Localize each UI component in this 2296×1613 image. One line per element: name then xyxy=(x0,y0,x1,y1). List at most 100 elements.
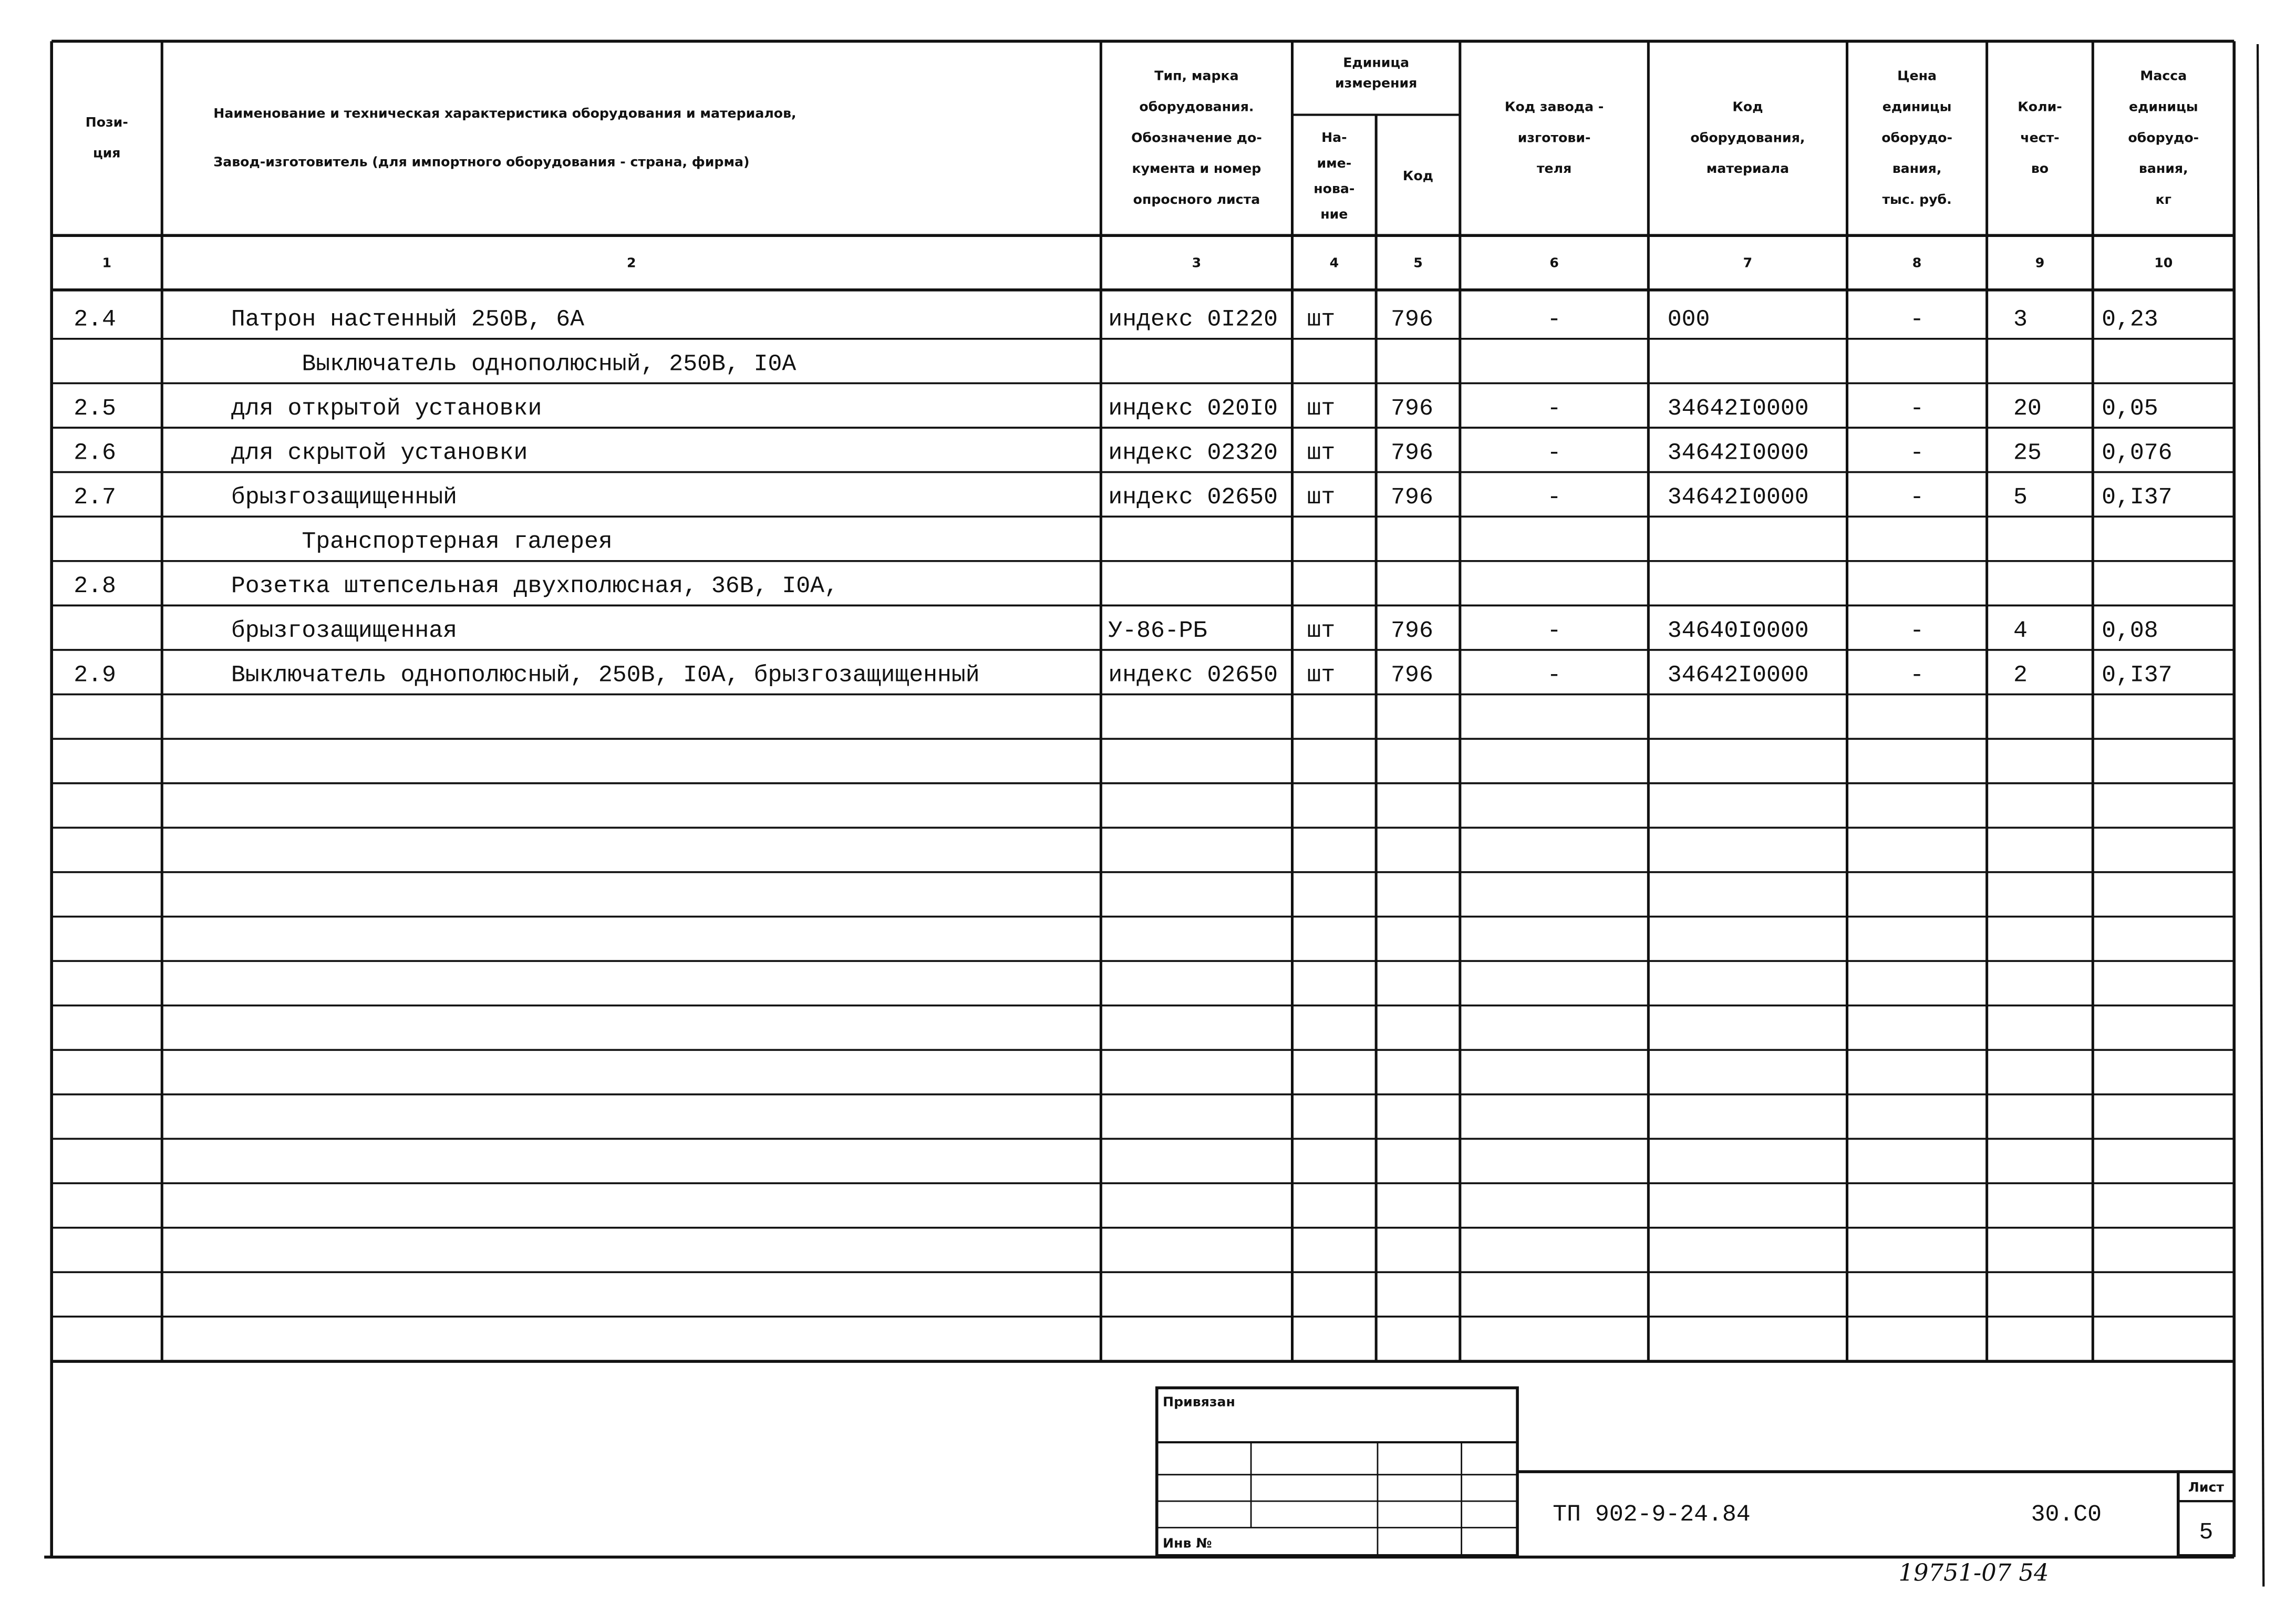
stamp-box xyxy=(1155,1386,1519,1557)
header-text: единицы xyxy=(2129,99,2198,114)
cell-text: индекс 02320 xyxy=(1108,440,1278,466)
sheet-label: Лист xyxy=(2188,1480,2224,1495)
cell-text: 0,08 xyxy=(2102,618,2158,644)
cell-text: 000 xyxy=(1668,307,1710,333)
cell-text: шт xyxy=(1307,618,1336,644)
cell-text: - xyxy=(1910,484,1924,511)
cell-text: 796 xyxy=(1391,618,1433,644)
cell-text: 0,23 xyxy=(2102,307,2158,333)
header-text: Код xyxy=(1732,99,1763,114)
cell-text: шт xyxy=(1307,662,1336,688)
cell-text: для открытой установки xyxy=(231,396,542,422)
header-text: Пози- xyxy=(86,115,128,130)
cell-text: 2.9 xyxy=(74,662,116,688)
header-text: Наименование и техническая характеристик… xyxy=(213,106,796,121)
cell-text: 34642I0000 xyxy=(1668,440,1809,466)
column-number: 10 xyxy=(2154,255,2173,270)
header-text: оборудования. xyxy=(1139,99,1254,114)
cell-text: 2 xyxy=(2013,662,2028,688)
cell-text: У-86-РБ xyxy=(1108,618,1207,644)
cell-text: брызгозащищенная xyxy=(231,618,457,644)
cell-text: 20 xyxy=(2013,396,2042,422)
header-text: тыс. руб. xyxy=(1882,192,1951,207)
column-number: 8 xyxy=(1912,255,1922,270)
cell-text: для скрытой установки xyxy=(231,440,528,466)
header-text: вания, xyxy=(1892,161,1942,176)
column-number: 5 xyxy=(1413,255,1423,270)
header-text: оборудо- xyxy=(2128,130,2199,145)
header-text: во xyxy=(2031,161,2049,176)
column-number: 6 xyxy=(1549,255,1559,270)
header-text: нова- xyxy=(1314,181,1354,196)
cell-text: 796 xyxy=(1391,440,1433,466)
cell-text: 0,I37 xyxy=(2102,662,2172,688)
cell-text: - xyxy=(1547,307,1561,333)
cell-text: 2.4 xyxy=(74,307,116,333)
cell-text: шт xyxy=(1307,396,1336,422)
cell-text: 34642I0000 xyxy=(1668,396,1809,422)
cell-text: индекс 0I220 xyxy=(1108,307,1278,333)
cell-text: - xyxy=(1910,440,1924,466)
cell-text: шт xyxy=(1307,484,1336,511)
cell-text: 34642I0000 xyxy=(1668,662,1809,688)
cell-text: Транспортерная галерея xyxy=(302,529,612,555)
cell-text: - xyxy=(1547,396,1561,422)
header-text: Цена xyxy=(1897,68,1937,84)
cell-text: 2.8 xyxy=(74,573,116,599)
header-text: ние xyxy=(1320,206,1348,222)
cell-text: 796 xyxy=(1391,307,1433,333)
cell-text: 2.6 xyxy=(74,440,116,466)
cell-text: Выключатель однополюсный, 250В, I0А xyxy=(302,351,796,377)
sheet-number: 5 xyxy=(2199,1519,2214,1546)
header-text: оборудования, xyxy=(1690,130,1805,145)
header-text: опросного листа xyxy=(1133,192,1260,207)
cell-text: Выключатель однополюсный, 250В, I0А, бры… xyxy=(231,662,980,688)
header-text: име- xyxy=(1317,156,1351,171)
header-text: единицы xyxy=(1883,99,1952,114)
cell-text: - xyxy=(1910,662,1924,688)
stamp-inventory: Инв № xyxy=(1163,1535,1212,1550)
cell-text: индекс 02650 xyxy=(1108,662,1278,688)
header-text: материала xyxy=(1707,161,1789,176)
cell-text: индекс 02650 xyxy=(1108,484,1278,511)
cell-text: - xyxy=(1547,484,1561,511)
designation: ТП 902-9-24.84 xyxy=(1553,1502,1750,1528)
column-number: 4 xyxy=(1330,255,1339,270)
header-text: измерения xyxy=(1335,76,1417,91)
header-text: Обозначение до- xyxy=(1131,130,1262,145)
header-text: ция xyxy=(93,146,121,161)
cell-text: 5 xyxy=(2013,484,2028,511)
cell-text: брызгозащищенный xyxy=(231,484,457,511)
sheet-box xyxy=(2176,1470,2236,1557)
header-text: теля xyxy=(1537,161,1571,176)
cell-text: 0,076 xyxy=(2102,440,2172,466)
handwritten-number: 19751-07 54 xyxy=(1899,1559,2049,1587)
header-text: На- xyxy=(1321,130,1347,145)
header-text: кг xyxy=(2156,192,2171,207)
column-number: 1 xyxy=(102,255,111,270)
cell-text: - xyxy=(1910,307,1924,333)
cell-text: - xyxy=(1547,662,1561,688)
cell-text: - xyxy=(1910,396,1924,422)
cell-text: шт xyxy=(1307,440,1336,466)
header-text: изготови- xyxy=(1518,130,1591,145)
column-number: 3 xyxy=(1192,255,1202,270)
cell-text: - xyxy=(1547,618,1561,644)
cell-text: 34640I0000 xyxy=(1668,618,1809,644)
cell-text: 796 xyxy=(1391,484,1433,511)
stamp-bound: Привязан xyxy=(1163,1394,1235,1409)
cell-text: 4 xyxy=(2013,618,2028,644)
header-text: вания, xyxy=(2139,161,2188,176)
header-text: Код xyxy=(1403,168,1433,183)
cell-text: индекс 020I0 xyxy=(1108,396,1278,422)
cell-text: 3 xyxy=(2013,307,2028,333)
cell-text: 34642I0000 xyxy=(1668,484,1809,511)
cell-text: 796 xyxy=(1391,396,1433,422)
header-text: Код завода - xyxy=(1505,99,1604,114)
header-text: Единица xyxy=(1343,55,1409,70)
header-text: чест- xyxy=(2020,130,2059,145)
cell-text: 2.5 xyxy=(74,396,116,422)
cell-text: 25 xyxy=(2013,440,2042,466)
